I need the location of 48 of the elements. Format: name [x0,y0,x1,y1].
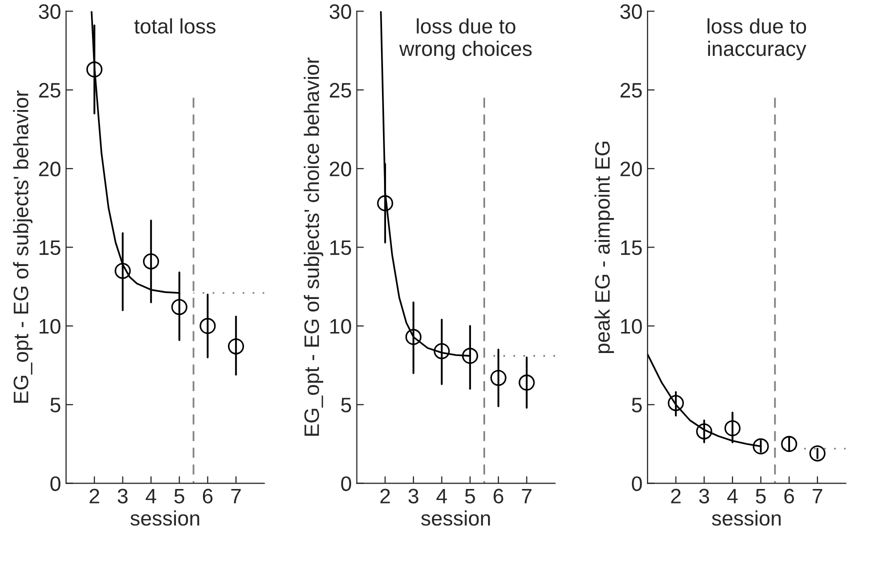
y-tick-label: 0 [632,476,642,492]
y-tick-label: 30 [330,4,352,19]
y-tick-label: 25 [330,82,352,98]
x-tick-label: 4 [146,488,156,504]
y-tick-label: 20 [620,162,642,176]
x-tick-label: 3 [118,488,128,504]
y-tick-label: 10 [330,318,352,334]
text: loss due to inaccuracy [708,18,806,60]
x-tick-label: 4 [436,488,447,504]
y-tick-label: 15 [330,240,352,256]
y-tick-label: 5 [50,398,60,412]
text: loss due to wrong choices [399,18,532,60]
y-tick-label: 15 [40,240,60,256]
x-axis-title: session [130,510,200,526]
x-tick-label: 6 [494,488,504,504]
x-tick-label: 2 [671,488,681,504]
y-axis-title: EG_opt - EG of subjects' behavior [13,90,32,403]
x-tick-label: 7 [231,488,241,504]
x-tick-label: 2 [380,488,390,504]
x-axis-title: session [712,510,781,526]
y-tick-label: 5 [632,398,642,412]
y-tick-label: 10 [621,318,642,334]
x-tick-label: 6 [202,488,213,504]
x-tick-label: 2 [90,488,100,504]
x-axis-title: session [421,510,490,526]
x-tick-label: 4 [727,488,738,504]
x-tick-label: 5 [174,488,184,504]
x-tick-label: 6 [784,488,794,504]
x-tick-label: 7 [522,488,532,504]
y-tick-label: 30 [620,4,642,19]
y-axis-title: EG_opt - EG of subjects' choice behavior [304,57,324,436]
chart-title: total loss [134,18,216,34]
y-tick-label: 10 [40,318,60,334]
y-tick-label: 0 [50,476,60,492]
x-tick-label: 3 [699,488,710,504]
x-tick-label: 5 [465,488,475,504]
x-tick-label: 5 [756,488,766,504]
y-tick-label: 0 [341,476,352,492]
y-tick-label: 15 [621,240,642,256]
y-tick-label: 20 [39,162,60,176]
y-tick-label: 20 [330,162,352,176]
y-tick-label: 30 [38,4,60,19]
y-axis-title: peak EG - aimpoint EG [594,142,614,354]
x-tick-label: 7 [812,488,822,504]
y-tick-label: 25 [39,82,60,98]
x-tick-label: 3 [408,488,418,504]
y-tick-label: 25 [620,82,642,98]
y-tick-label: 5 [341,398,352,412]
